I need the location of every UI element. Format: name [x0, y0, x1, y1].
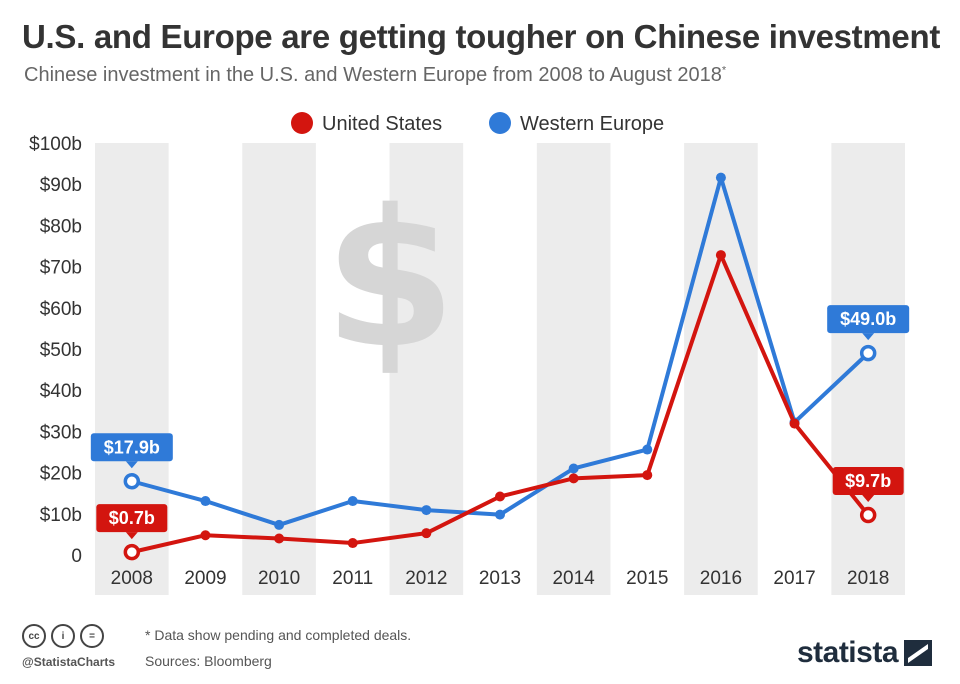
year-band-2014 — [536, 143, 611, 595]
point-eu-2011 — [347, 496, 358, 507]
legend-us-label: United States — [322, 113, 442, 135]
year-band-2016 — [684, 143, 758, 595]
y-tick-label: $40b — [40, 381, 82, 402]
point-us-2009 — [200, 530, 211, 541]
point-eu-2018 — [859, 344, 877, 362]
y-tick-label: $10b — [40, 505, 82, 526]
callout-pointer-us-2018 — [862, 495, 875, 503]
source-note: Sources: Bloomberg — [145, 653, 272, 669]
x-tick-label: 2015 — [626, 568, 668, 589]
social-handle: @StatistaCharts — [22, 655, 116, 669]
y-tick-label: $90b — [40, 175, 82, 196]
data-label: $49.0b — [840, 309, 896, 329]
legend-eu-label: Western Europe — [520, 113, 664, 135]
x-tick-label: 2014 — [552, 568, 595, 589]
point-us-2014 — [568, 473, 579, 484]
y-tick-label: $50b — [40, 340, 82, 361]
callout-pointer-eu-2008 — [125, 461, 138, 469]
callout-box-us-2018 — [832, 467, 904, 496]
point-us-2017 — [789, 418, 800, 429]
chart-title: U.S. and Europe are getting tougher on C… — [22, 18, 941, 55]
data-label: $9.7b — [845, 471, 891, 491]
y-tick-label: 0 — [71, 546, 82, 567]
x-tick-label: 2018 — [847, 568, 889, 589]
line-chart: $0 $10b $20b $30b $40b $50b $60b $70b $80b $90b $1… — [29, 112, 910, 595]
y-tick-label: $70b — [40, 258, 82, 279]
callout-box-eu-2018 — [827, 305, 910, 334]
point-eu-2008 — [123, 473, 141, 490]
point-us-2012 — [421, 528, 432, 539]
footnote: * Data show pending and completed deals. — [145, 627, 412, 643]
statista-mark-icon — [904, 640, 932, 666]
point-eu-2012 — [421, 505, 432, 516]
statista-logo[interactable]: statista — [797, 636, 932, 670]
data-label: $0.7b — [109, 508, 155, 528]
point-us-2010 — [274, 533, 285, 544]
subtitle-text: Chinese investment in the U.S. and Weste… — [24, 64, 722, 86]
callout-pointer-us-2008 — [125, 532, 138, 540]
dollar-sign-icon: $ — [324, 169, 456, 390]
chart-subtitle: Chinese investment in the U.S. and Weste… — [24, 64, 726, 87]
y-tick-label: $80b — [40, 216, 82, 237]
callout-pointer-eu-2018 — [862, 333, 875, 341]
license-icons: cc i = — [22, 624, 104, 648]
point-us-2018 — [859, 506, 877, 524]
y-tick-label: $30b — [40, 422, 82, 443]
point-us-2013 — [495, 491, 505, 502]
point-eu-2016 — [715, 172, 726, 183]
brand-text: statista — [796, 636, 899, 669]
callout-box-us-2008 — [96, 504, 168, 533]
x-tick-label: 2011 — [332, 568, 373, 589]
x-tick-label: 2016 — [700, 568, 742, 589]
point-eu-2014 — [568, 463, 579, 474]
y-tick-label: $20b — [40, 464, 82, 485]
point-eu-2015 — [642, 444, 653, 455]
data-label: $17.9b — [104, 437, 160, 457]
x-tick-label: 2010 — [258, 568, 300, 589]
callout-box-eu-2008 — [90, 433, 173, 462]
x-tick-label: 2008 — [111, 568, 153, 589]
subtitle-footnote-mark: * — [721, 64, 727, 77]
year-band-2010 — [242, 143, 316, 595]
point-eu-2013 — [495, 509, 505, 520]
creative-commons-icon: cc — [22, 624, 46, 648]
point-eu-2010 — [274, 519, 285, 530]
y-tick-label: $60b — [40, 299, 82, 320]
legend-eu-marker — [489, 112, 511, 134]
x-tick-label: 2009 — [184, 568, 226, 589]
no-derivatives-icon: = — [80, 624, 104, 648]
point-us-2015 — [642, 470, 653, 481]
x-tick-label: 2017 — [773, 568, 815, 589]
point-us-2008 — [123, 543, 141, 561]
point-eu-2009 — [200, 496, 211, 507]
attribution-icon: i — [51, 624, 75, 648]
year-band-2018 — [831, 143, 905, 595]
y-tick-label: $100b — [29, 134, 82, 155]
x-tick-label: 2012 — [405, 568, 447, 589]
point-us-2016 — [715, 250, 726, 261]
x-tick-label: 2013 — [479, 568, 521, 589]
legend-us-marker — [291, 112, 313, 134]
point-us-2011 — [347, 538, 358, 549]
